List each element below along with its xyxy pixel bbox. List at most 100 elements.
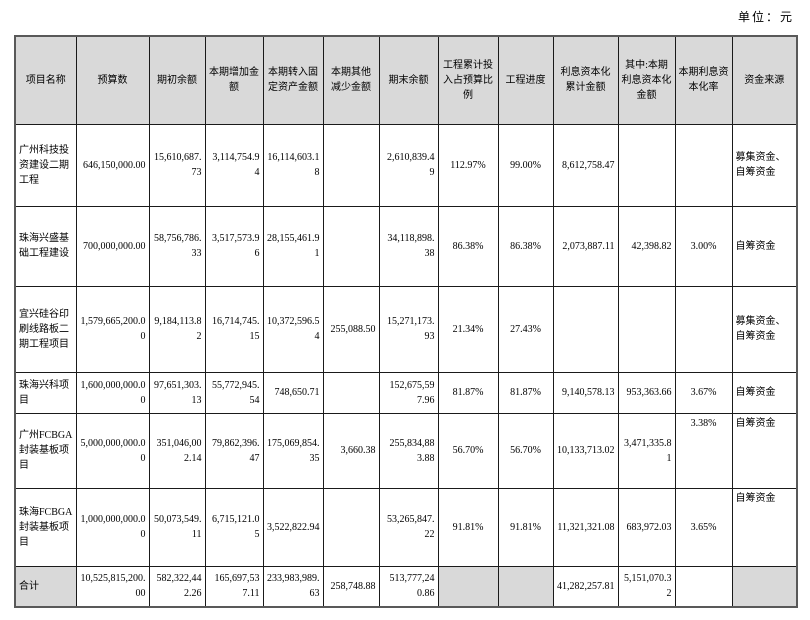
capitalized-interest-cumulative-cell: 9,140,578.13 (552, 371, 619, 414)
budget-cell: 5,000,000,000.00 (75, 412, 150, 489)
capitalized-interest-cumulative-cell (552, 285, 619, 373)
period-increase-cell: 55,772,945.54 (204, 371, 264, 414)
capitalization-rate-cell: 3.00% (674, 205, 733, 287)
header-investment-to-budget-ratio: 工程累计投入占预算比例 (437, 35, 499, 125)
capitalized-interest-period-cell: 683,972.03 (617, 487, 676, 567)
header-other-decrease: 本期其他减少金额 (322, 35, 380, 125)
capitalization-rate-cell (674, 565, 733, 608)
opening-balance-cell: 582,322,442.26 (148, 565, 206, 608)
investment-ratio-cell: 86.38% (437, 205, 499, 287)
header-budget: 预算数 (75, 35, 150, 125)
capitalized-interest-period-cell (617, 285, 676, 373)
table-row: 珠海FCBGA封装基板项目 1,000,000,000.00 50,073,549.… (14, 487, 798, 567)
opening-balance-cell: 50,073,549.11 (148, 487, 206, 567)
funding-source-cell: 自筹资金 (731, 371, 798, 414)
opening-balance-cell: 9,184,113.82 (148, 285, 206, 373)
table-row: 广州FCBGA封装基板项目 5,000,000,000.00 351,046,002… (14, 412, 798, 489)
funding-source-cell: 自筹资金 (731, 487, 798, 567)
period-increase-cell: 6,715,121.05 (204, 487, 264, 567)
other-decrease-cell: 3,660.38 (322, 412, 380, 489)
funding-source-cell (731, 565, 798, 608)
capitalized-interest-period-cell: 953,363.66 (617, 371, 676, 414)
table-row: 广州科技投资建设二期工程 646,150,000.00 15,610,687.73 3… (14, 123, 798, 207)
period-increase-cell: 79,862,396.47 (204, 412, 264, 489)
other-decrease-cell (322, 123, 380, 207)
capitalization-rate-cell: 3.67% (674, 371, 733, 414)
opening-balance-cell: 15,610,687.73 (148, 123, 206, 207)
capitalization-rate-cell (674, 285, 733, 373)
progress-cell (497, 565, 554, 608)
header-project-name: 项目名称 (14, 35, 77, 125)
budget-cell: 1,600,000,000.00 (75, 371, 150, 414)
closing-balance-cell: 53,265,847.22 (378, 487, 439, 567)
project-name-cell: 珠海兴盛基础工程建设 (14, 205, 77, 287)
capitalized-interest-cumulative-cell: 10,133,713.02 (552, 412, 619, 489)
capitalization-rate-cell (674, 123, 733, 207)
funding-source-cell: 募集资金、自筹资金 (731, 123, 798, 207)
transfer-to-fixed-assets-cell: 175,069,854.35 (262, 412, 324, 489)
header-period-increase: 本期增加金额 (204, 35, 264, 125)
period-increase-cell: 3,517,573.96 (204, 205, 264, 287)
transfer-to-fixed-assets-cell: 28,155,461.91 (262, 205, 324, 287)
transfer-to-fixed-assets-cell: 16,114,603.18 (262, 123, 324, 207)
header-transfer-to-fixed-assets: 本期转入固定资产金额 (262, 35, 324, 125)
capitalization-rate-cell: 3.38% (674, 412, 733, 489)
other-decrease-cell: 258,748.88 (322, 565, 380, 608)
table-header: 项目名称 预算数 期初余额 本期增加金额 本期转入固定资产金额 本期其他减少金额… (14, 35, 798, 125)
header-opening-balance: 期初余额 (148, 35, 206, 125)
project-name-cell: 广州科技投资建设二期工程 (14, 123, 77, 207)
closing-balance-cell: 513,777,240.86 (378, 565, 439, 608)
project-name-cell: 合计 (14, 565, 77, 608)
construction-in-progress-table: 项目名称 预算数 期初余额 本期增加金额 本期转入固定资产金额 本期其他减少金额… (14, 35, 798, 608)
budget-cell: 646,150,000.00 (75, 123, 150, 207)
project-name-cell: 广州FCBGA封装基板项目 (14, 412, 77, 489)
capitalized-interest-period-cell: 5,151,070.32 (617, 565, 676, 608)
capitalized-interest-period-cell: 3,471,335.81 (617, 412, 676, 489)
table-row: 宜兴硅谷印刷线路板二期工程项目 1,579,665,200.00 9,184,113… (14, 285, 798, 373)
period-increase-cell: 3,114,754.94 (204, 123, 264, 207)
closing-balance-cell: 255,834,883.88 (378, 412, 439, 489)
closing-balance-cell: 15,271,173.93 (378, 285, 439, 373)
header-closing-balance: 期末余额 (378, 35, 439, 125)
budget-cell: 1,579,665,200.00 (75, 285, 150, 373)
project-name-cell: 珠海兴科项目 (14, 371, 77, 414)
header-capitalization-rate: 本期利息资本化率 (674, 35, 733, 125)
header-funding-source: 资金来源 (731, 35, 798, 125)
table-body: 广州科技投资建设二期工程 646,150,000.00 15,610,687.73 3… (14, 123, 798, 608)
project-name-cell: 宜兴硅谷印刷线路板二期工程项目 (14, 285, 77, 373)
funding-source-cell: 自筹资金 (731, 205, 798, 287)
closing-balance-cell: 152,675,597.96 (378, 371, 439, 414)
investment-ratio-cell (437, 565, 499, 608)
total-row: 合计 10,525,815,200.00 582,322,442.26 165,697… (14, 565, 798, 608)
progress-cell: 27.43% (497, 285, 554, 373)
header-row: 项目名称 预算数 期初余额 本期增加金额 本期转入固定资产金额 本期其他减少金额… (14, 35, 798, 125)
other-decrease-cell (322, 487, 380, 567)
table-row: 珠海兴科项目 1,600,000,000.00 97,651,303.13 55,77… (14, 371, 798, 414)
transfer-to-fixed-assets-cell: 10,372,596.54 (262, 285, 324, 373)
budget-cell: 700,000,000.00 (75, 205, 150, 287)
budget-cell: 1,000,000,000.00 (75, 487, 150, 567)
capitalized-interest-cumulative-cell: 2,073,887.11 (552, 205, 619, 287)
opening-balance-cell: 58,756,786.33 (148, 205, 206, 287)
investment-ratio-cell: 91.81% (437, 487, 499, 567)
period-increase-cell: 165,697,537.11 (204, 565, 264, 608)
investment-ratio-cell: 112.97% (437, 123, 499, 207)
closing-balance-cell: 34,118,898.38 (378, 205, 439, 287)
funding-source-cell: 募集资金、自筹资金 (731, 285, 798, 373)
closing-balance-cell: 2,610,839.49 (378, 123, 439, 207)
progress-cell: 99.00% (497, 123, 554, 207)
capitalized-interest-period-cell: 42,398.82 (617, 205, 676, 287)
progress-cell: 56.70% (497, 412, 554, 489)
opening-balance-cell: 97,651,303.13 (148, 371, 206, 414)
capitalization-rate-cell: 3.65% (674, 487, 733, 567)
investment-ratio-cell: 81.87% (437, 371, 499, 414)
budget-cell: 10,525,815,200.00 (75, 565, 150, 608)
progress-cell: 81.87% (497, 371, 554, 414)
funding-source-cell: 自筹资金 (731, 412, 798, 489)
header-progress: 工程进度 (497, 35, 554, 125)
transfer-to-fixed-assets-cell: 748,650.71 (262, 371, 324, 414)
capitalized-interest-cumulative-cell: 11,321,321.08 (552, 487, 619, 567)
investment-ratio-cell: 56.70% (437, 412, 499, 489)
capitalized-interest-period-cell (617, 123, 676, 207)
